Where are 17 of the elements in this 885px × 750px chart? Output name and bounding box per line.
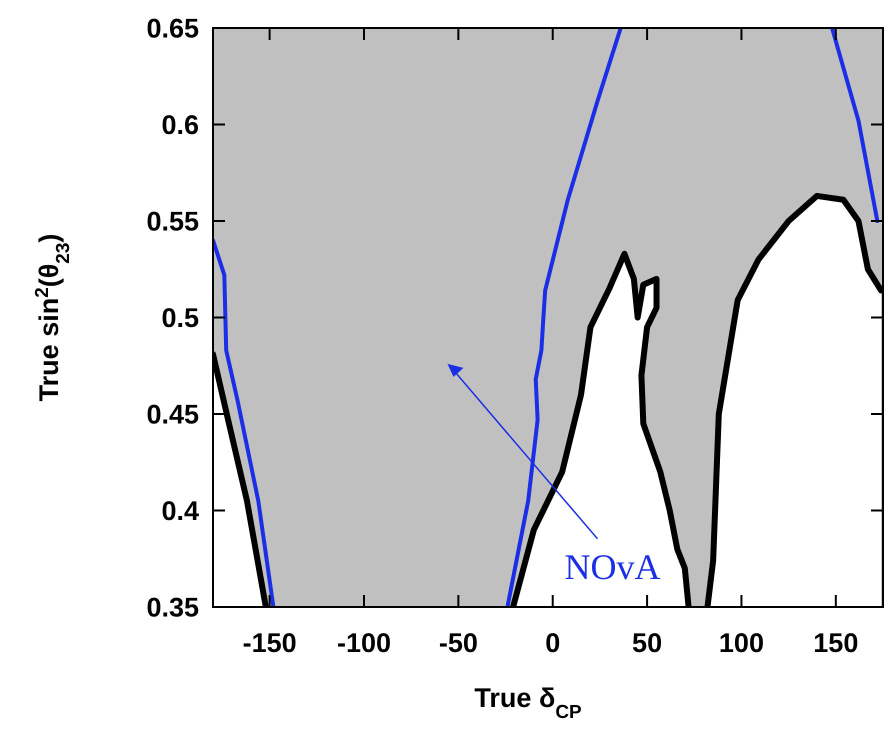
x-tick-label: 50 [632,628,662,658]
x-tick-label: -50 [438,628,478,658]
y-tick-label: 0.65 [146,13,199,44]
x-tick-label: 150 [813,628,858,658]
y-tick-label: 0.45 [146,399,199,430]
y-tick-label: 0.35 [146,592,199,622]
x-tick-label: 100 [718,628,764,658]
x-tick-label: -150 [242,628,297,658]
line-series [213,238,276,607]
annotation: NOvA [564,546,660,587]
y-tick-label: 0.6 [161,110,199,140]
y-tick-label: 0.55 [146,206,199,236]
x-tick-label: 0 [545,628,560,658]
x-tick-label: -100 [336,628,392,658]
y-tick-label: 0.5 [161,302,199,333]
x-axis-title: True δ$_{CP}$ [474,683,582,722]
y-tick-label: 0.4 [161,496,199,526]
